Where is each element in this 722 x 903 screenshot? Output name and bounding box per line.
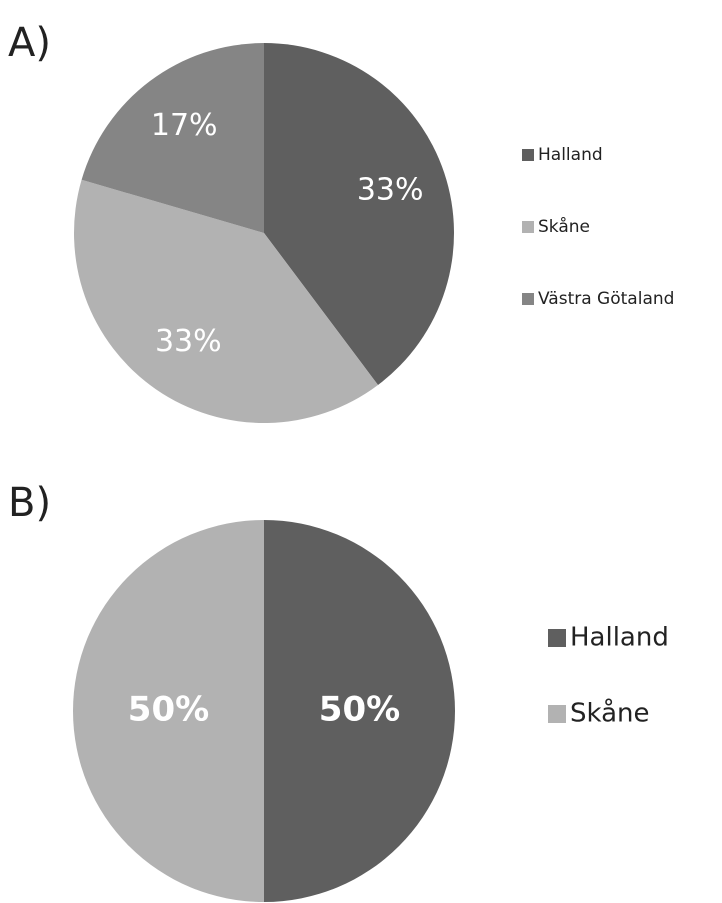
legend-swatch [548, 629, 566, 647]
pie-slice [264, 520, 455, 902]
legend-label: Skåne [570, 698, 650, 729]
chart-title: A) [8, 20, 51, 66]
legend-swatch [522, 221, 534, 233]
legend-label: Skåne [538, 216, 590, 237]
chart-title: B) [8, 480, 51, 526]
legend-label: Halland [570, 623, 669, 653]
pie-slice [264, 43, 454, 386]
legend-swatch [548, 705, 566, 723]
data-label: 17% [151, 108, 218, 143]
legend-label: Halland [538, 145, 603, 165]
pie-slice [81, 43, 264, 233]
data-label: 50% [128, 690, 209, 730]
data-label: 33% [357, 172, 424, 207]
legend-swatch [522, 149, 534, 161]
data-label: 33% [155, 324, 222, 359]
pie-slice [73, 179, 378, 423]
pie-slice [73, 520, 264, 902]
data-label: 50% [319, 690, 400, 730]
legend-label: Västra Götaland [538, 289, 674, 309]
legend-swatch [522, 293, 534, 305]
